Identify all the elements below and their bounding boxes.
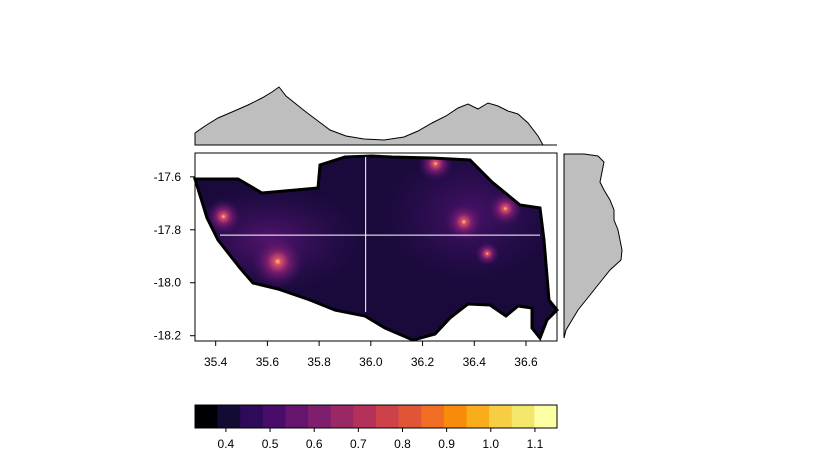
x-axis: 35.4 35.6 35.8 36.0 36.2 36.4 36.6	[195, 340, 557, 369]
map-heat-layer	[195, 156, 557, 340]
colorbar-swatch-13	[489, 405, 513, 428]
colorbar-tick-label-0: 0.4	[218, 437, 235, 451]
colorbar-swatch-1	[217, 405, 241, 428]
y-tick-label-2: -18.0	[154, 276, 182, 290]
colorbar-swatch-9	[398, 405, 422, 428]
colorbar-tick-label-5: 0.9	[438, 437, 455, 451]
colorbar-swatch-6	[330, 405, 354, 428]
x-tick-label-2: 35.8	[307, 355, 331, 369]
colorbar-swatch-4	[285, 405, 309, 428]
colorbar-swatch-2	[240, 405, 264, 428]
y-tick-label-3: -18.2	[154, 329, 182, 343]
colorbar-tick-label-1: 0.5	[262, 437, 279, 451]
hotspot-1	[205, 198, 242, 235]
colorbar-tick-label-7: 1.1	[527, 437, 544, 451]
colorbar-swatch-5	[308, 405, 332, 428]
colorbar-swatch-3	[262, 405, 286, 428]
y-axis: -17.6 -17.8 -18.0 -18.2	[154, 153, 196, 343]
colorbar-frame	[194, 404, 558, 429]
colorbar-tick-label-3: 0.7	[350, 437, 367, 451]
top-marginal-area	[194, 86, 544, 146]
hotspot-5	[474, 241, 500, 266]
colorbar-swatch-8	[376, 405, 399, 428]
colorbar-swatch-15	[534, 405, 558, 428]
region-boundary	[192, 154, 560, 342]
colorbar-swatch-0	[195, 405, 218, 428]
colorbar-tick-label-4: 0.8	[394, 437, 411, 451]
colorbar-swatch-12	[466, 405, 490, 428]
hotspot-0	[251, 234, 305, 289]
colorbar-tick-label-2: 0.6	[306, 437, 323, 451]
colorbar-swatch-11	[443, 405, 467, 428]
colorbar-swatch-14	[511, 405, 535, 428]
colorbar-swatch-7	[353, 405, 377, 428]
hotspot-2	[417, 156, 454, 182]
x-tick-label-3: 36.0	[359, 355, 383, 369]
x-tick-label-4: 36.2	[411, 355, 435, 369]
x-tick-label-5: 36.4	[463, 355, 487, 369]
y-tick-label-1: -17.8	[154, 223, 182, 237]
right-marginal-area	[563, 153, 623, 339]
colorbar-tick-label-6: 1.0	[482, 437, 499, 451]
x-tick-label-0: 35.4	[204, 355, 228, 369]
y-tick-label-0: -17.6	[154, 170, 182, 184]
colorbar-swatch-10	[421, 405, 445, 428]
x-tick-label-1: 35.6	[256, 355, 280, 369]
hotspot-4	[487, 190, 523, 227]
colorbar: 0.4 0.5 0.6 0.7 0.8 0.9 1.0 1.1	[194, 404, 558, 451]
hotspot-3	[444, 202, 484, 242]
x-tick-label-6: 36.6	[514, 355, 538, 369]
